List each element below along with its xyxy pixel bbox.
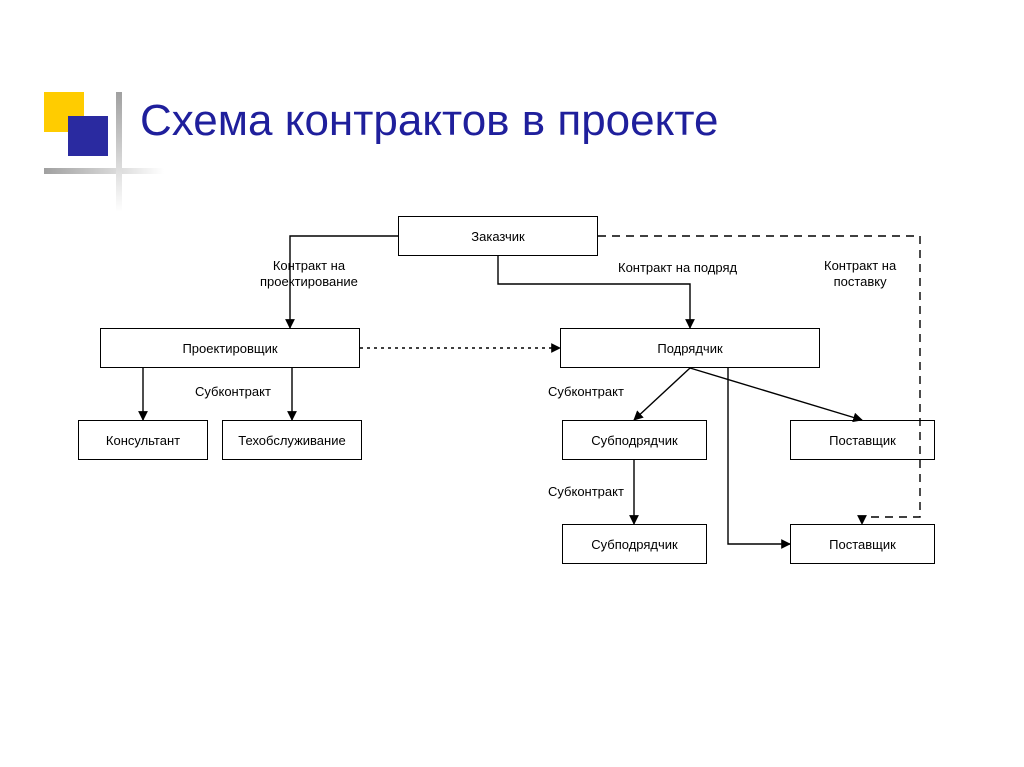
- node-contractor: Подрядчик: [560, 328, 820, 368]
- decor-vertical-bar: [116, 92, 122, 212]
- edge-label-design-contract: Контракт напроектирование: [260, 258, 358, 291]
- edge-con-sup1: [690, 368, 862, 420]
- node-designer: Проектировщик: [100, 328, 360, 368]
- edge-label-construction-contract: Контракт на подряд: [618, 260, 737, 276]
- node-subcontractor1: Субподрядчик: [562, 420, 707, 460]
- node-customer: Заказчик: [398, 216, 598, 256]
- node-supplier2: Поставщик: [790, 524, 935, 564]
- node-supplier1: Поставщик: [790, 420, 935, 460]
- node-consultant: Консультант: [78, 420, 208, 460]
- edge-con-sup2: [728, 368, 790, 544]
- node-subcontractor2: Субподрядчик: [562, 524, 707, 564]
- decor-blue-square: [68, 116, 108, 156]
- edge-label-subcontract-2: Субконтракт: [548, 384, 624, 400]
- edge-label-subcontract-3: Субконтракт: [548, 484, 624, 500]
- page-title: Схема контрактов в проекте: [140, 96, 719, 146]
- edge-con-sub1: [634, 368, 690, 420]
- edge-label-subcontract-1: Субконтракт: [195, 384, 271, 400]
- slide: { "type": "flowchart", "background_color…: [0, 0, 1024, 767]
- node-maintenance: Техобслуживание: [222, 420, 362, 460]
- edge-label-supply-contract: Контракт напоставку: [824, 258, 896, 291]
- decor-horizontal-bar: [44, 168, 164, 174]
